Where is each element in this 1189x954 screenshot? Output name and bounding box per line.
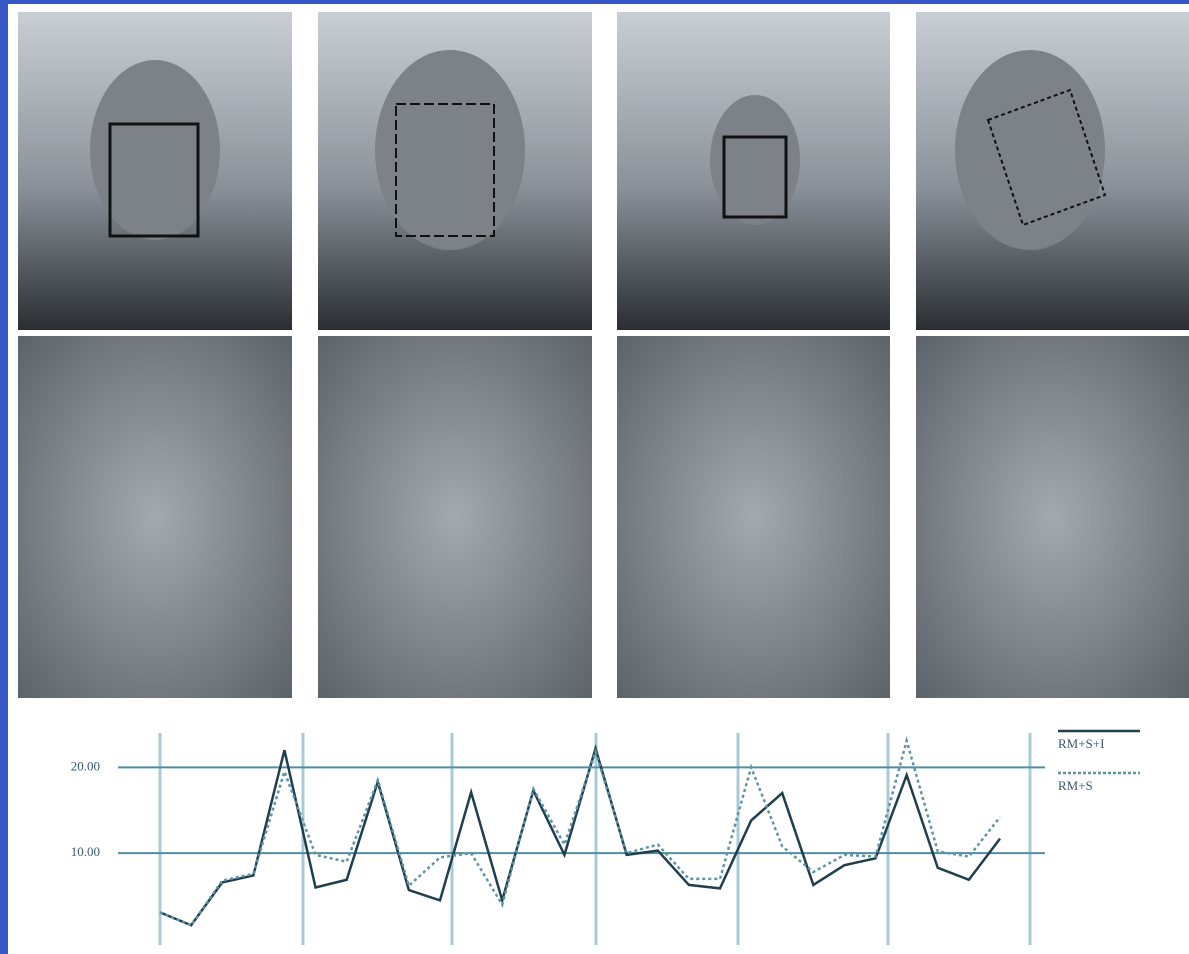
legend-label: RM+S+I — [1058, 736, 1104, 751]
border — [0, 0, 8, 954]
face-crop — [318, 336, 592, 698]
y-tick-label: 20.00 — [71, 758, 100, 773]
y-tick-label: 10.00 — [71, 844, 100, 859]
face-crop — [916, 336, 1189, 698]
face-crop — [18, 336, 292, 698]
photo-row — [18, 12, 1189, 330]
series-line — [160, 741, 1000, 926]
page: {"chart_data": {"type": "line", "ylim": … — [0, 0, 1189, 954]
border — [0, 0, 1189, 4]
face-row — [18, 336, 1189, 698]
figure: 20.00 10.00 RM+S+I RM+S — [0, 0, 1189, 954]
head — [375, 50, 525, 250]
face-crop — [617, 336, 890, 698]
legend-label: RM+S — [1058, 778, 1093, 793]
head — [955, 50, 1105, 250]
chart: 20.00 10.00 RM+S+I RM+S — [71, 731, 1140, 945]
